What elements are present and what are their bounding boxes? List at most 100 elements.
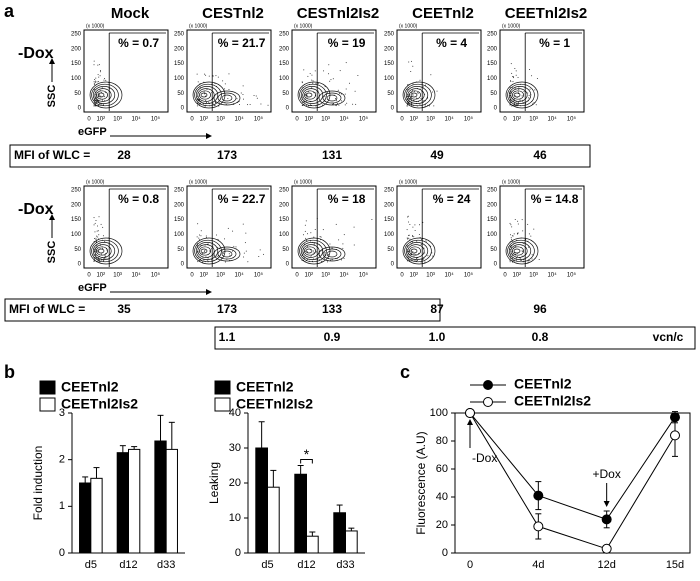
event-dot bbox=[523, 90, 525, 92]
event-dot bbox=[244, 242, 246, 244]
point bbox=[601, 514, 612, 525]
flow-y-tick-label: 200 bbox=[384, 202, 395, 208]
series-line bbox=[469, 412, 676, 520]
event-dot bbox=[202, 261, 204, 263]
vcn-value: 0.9 bbox=[324, 330, 341, 344]
event-dot bbox=[200, 230, 202, 232]
flow-x-tick-label: 10³ bbox=[113, 273, 122, 279]
event-dot bbox=[203, 91, 205, 93]
flow-plot-frame bbox=[291, 185, 377, 269]
y-axis-label: Fluorescence (A.U) bbox=[414, 431, 428, 534]
event-dot bbox=[509, 104, 511, 106]
event-dot bbox=[355, 103, 357, 105]
flow-y-tick-label: 100 bbox=[279, 76, 290, 82]
contour bbox=[89, 81, 123, 109]
flow-y-tick-label: 150 bbox=[174, 217, 185, 223]
event-dot bbox=[96, 235, 98, 237]
flow-x-tick-label: 10³ bbox=[113, 117, 122, 123]
event-dot bbox=[302, 234, 304, 236]
event-dot bbox=[97, 230, 99, 232]
event-dot bbox=[215, 102, 217, 104]
flow-y-tick-label: 50 bbox=[177, 91, 184, 97]
event-dot bbox=[408, 94, 410, 96]
event-dot bbox=[216, 255, 218, 257]
contour bbox=[402, 237, 436, 265]
event-dot bbox=[514, 218, 516, 220]
flow-x-tick-label: 10² bbox=[199, 273, 208, 279]
event-dot bbox=[311, 87, 313, 89]
y-unit: (x 1000) bbox=[86, 23, 105, 29]
vcn-box bbox=[214, 326, 696, 350]
flow-x-tick-label: 10⁵ bbox=[567, 116, 577, 123]
point bbox=[670, 412, 680, 423]
contour bbox=[299, 239, 327, 263]
event-dot bbox=[216, 234, 218, 236]
event-dot bbox=[517, 91, 519, 93]
bar bbox=[255, 447, 269, 554]
event-dot bbox=[309, 73, 311, 75]
event-dot bbox=[408, 234, 410, 236]
event-dot bbox=[95, 77, 97, 79]
event-dot bbox=[513, 77, 515, 79]
event-dot bbox=[535, 104, 537, 106]
event-dot bbox=[312, 80, 314, 82]
event-dot bbox=[346, 102, 348, 104]
event-dot bbox=[98, 93, 100, 95]
flow-y-tick-label: 150 bbox=[279, 217, 290, 223]
event-dot bbox=[412, 226, 414, 228]
event-dot bbox=[415, 97, 417, 99]
event-dot bbox=[205, 100, 207, 102]
event-dot bbox=[430, 74, 432, 76]
flow-y-tick-label: 50 bbox=[282, 91, 289, 97]
event-dot bbox=[412, 83, 414, 85]
event-dot bbox=[331, 247, 333, 249]
event-dot bbox=[407, 216, 409, 218]
event-dot bbox=[406, 96, 408, 98]
event-dot bbox=[510, 80, 512, 82]
flow-y-tick-label: 150 bbox=[384, 61, 395, 67]
bar bbox=[116, 452, 129, 554]
flow-y-tick-label: 200 bbox=[71, 202, 82, 208]
event-dot bbox=[433, 105, 435, 107]
event-dot bbox=[227, 227, 229, 229]
event-dot bbox=[339, 92, 341, 94]
event-dot bbox=[93, 82, 95, 84]
contour bbox=[410, 92, 418, 98]
event-dot bbox=[236, 98, 238, 100]
event-dot bbox=[514, 68, 516, 70]
event-dot bbox=[304, 230, 306, 232]
event-dot bbox=[427, 255, 429, 257]
contour bbox=[505, 81, 539, 109]
event-dot bbox=[105, 79, 107, 81]
contour bbox=[409, 246, 421, 256]
flow-x-tick-label: 10⁵ bbox=[567, 272, 577, 279]
event-dot bbox=[243, 252, 245, 254]
event-dot bbox=[418, 234, 420, 236]
event-dot bbox=[414, 259, 416, 261]
plot-frame bbox=[454, 412, 691, 554]
flow-y-tick-label: 50 bbox=[74, 91, 81, 97]
y-tick-label: 20 bbox=[436, 519, 448, 531]
event-dot bbox=[212, 103, 214, 105]
event-dot bbox=[105, 257, 107, 259]
contour bbox=[305, 248, 313, 254]
contour bbox=[221, 94, 233, 102]
event-dot bbox=[307, 75, 309, 77]
flow-y-tick-label: 100 bbox=[71, 232, 82, 238]
event-dot bbox=[510, 237, 512, 239]
event-dot bbox=[509, 248, 511, 250]
gate-percent: % = 1 bbox=[539, 36, 570, 50]
event-dot bbox=[412, 99, 414, 101]
event-dot bbox=[104, 240, 106, 242]
y-unit: (x 1000) bbox=[399, 179, 418, 185]
series-line bbox=[469, 412, 676, 550]
contour bbox=[405, 86, 429, 104]
event-dot bbox=[242, 94, 244, 96]
event-dot bbox=[416, 258, 418, 260]
contour bbox=[89, 237, 123, 265]
flow-x-tick-label: 10⁵ bbox=[464, 272, 474, 279]
event-dot bbox=[422, 86, 424, 88]
event-dot bbox=[95, 81, 97, 83]
arrow-head bbox=[206, 289, 212, 295]
flow-x-tick-label: 10³ bbox=[426, 273, 435, 279]
